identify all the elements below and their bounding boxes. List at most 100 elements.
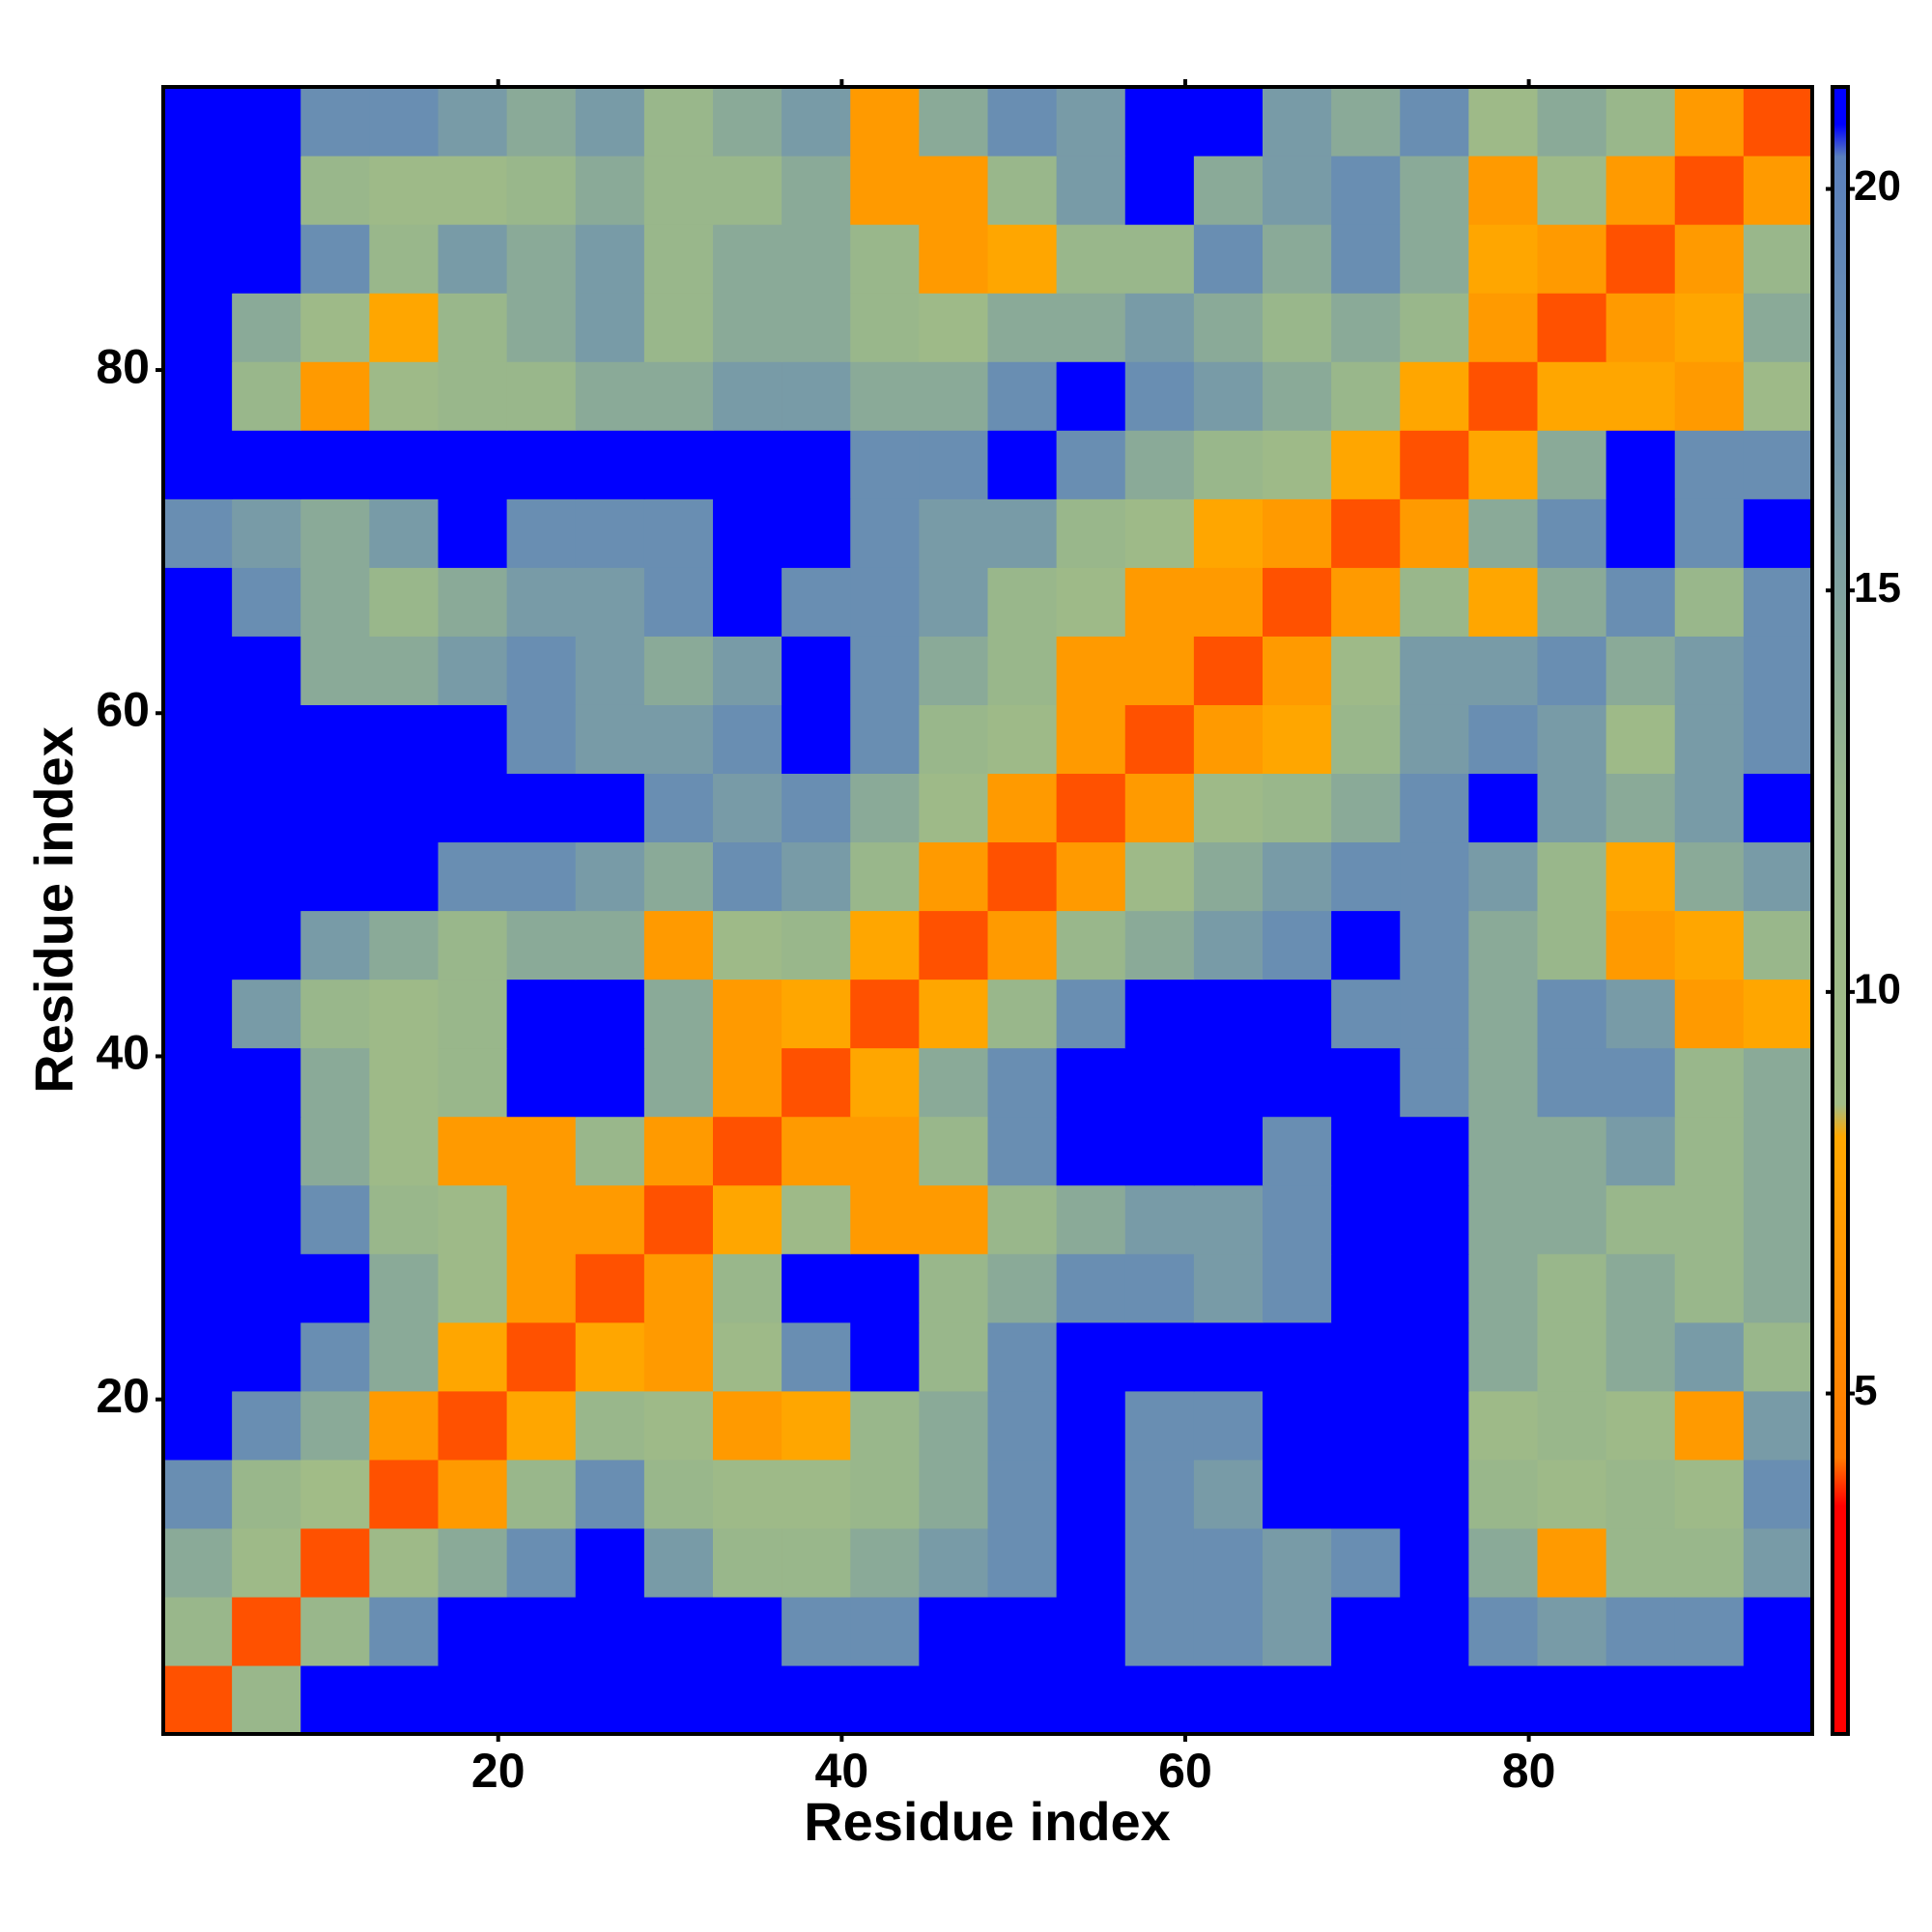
heatmap-cell — [1124, 1116, 1195, 1186]
heatmap-cell — [300, 293, 370, 362]
heatmap-cell — [1743, 1321, 1813, 1392]
heatmap-cell — [713, 1596, 782, 1666]
heatmap-cell — [300, 361, 370, 431]
heatmap-cell — [438, 87, 508, 156]
heatmap-cell — [919, 1390, 989, 1461]
heatmap-cell — [1605, 1527, 1676, 1598]
heatmap-cell — [575, 498, 645, 568]
heatmap-cell — [300, 841, 370, 912]
heatmap-cell — [713, 910, 782, 980]
heatmap-cell — [1743, 773, 1813, 843]
heatmap-cell — [713, 1390, 782, 1461]
heatmap-cell — [987, 293, 1058, 362]
heatmap-cell — [1056, 87, 1126, 156]
heatmap-cell — [163, 1321, 233, 1392]
heatmap-cell — [713, 430, 782, 499]
heatmap-cell — [919, 224, 989, 294]
heatmap-cell — [1537, 841, 1607, 912]
heatmap-cell — [1193, 704, 1264, 775]
heatmap-cell — [438, 1459, 508, 1529]
heatmap-cell — [781, 1184, 851, 1255]
heatmap-cell — [369, 361, 440, 431]
heatmap-cell — [369, 1596, 440, 1666]
heatmap-cell — [1056, 773, 1126, 843]
heatmap-cell — [1124, 1321, 1195, 1392]
heatmap-cell — [575, 361, 645, 431]
heatmap-cell — [369, 1390, 440, 1461]
heatmap-cell — [1674, 910, 1745, 980]
heatmap-cell — [850, 1596, 920, 1666]
heatmap-cell — [781, 1047, 851, 1118]
heatmap-cell — [369, 704, 440, 775]
heatmap-cell — [850, 498, 920, 568]
heatmap-cell — [163, 567, 233, 637]
heatmap-cell — [1124, 1253, 1195, 1323]
heatmap-cell — [643, 910, 714, 980]
heatmap-cell — [850, 979, 920, 1049]
heatmap-cell — [987, 498, 1058, 568]
heatmap-cell — [1124, 636, 1195, 705]
heatmap-cell — [1124, 1596, 1195, 1666]
heatmap-cell — [1263, 293, 1332, 362]
heatmap-cell — [1400, 1459, 1469, 1529]
heatmap-cell — [1674, 224, 1745, 294]
heatmap-cell — [1056, 636, 1126, 705]
y-tick-label: 20 — [96, 1369, 150, 1423]
heatmap-cell — [1193, 293, 1264, 362]
heatmap-cell — [1743, 156, 1813, 225]
heatmap-cell — [1743, 1596, 1813, 1666]
heatmap-cell — [1124, 1664, 1195, 1735]
heatmap-cell — [1743, 1047, 1813, 1118]
heatmap-cell — [713, 841, 782, 912]
heatmap-cell — [1537, 224, 1607, 294]
heatmap-cell — [713, 704, 782, 775]
heatmap-cell — [232, 1459, 301, 1529]
heatmap-cell — [438, 1184, 508, 1255]
axes: 20 40 60 80 20 40 60 80 5 10 15 20 — [96, 79, 1901, 1798]
heatmap-cell — [919, 1596, 989, 1666]
heatmap-cell — [1674, 841, 1745, 912]
heatmap-cell — [575, 636, 645, 705]
heatmap-cell — [1674, 1596, 1745, 1666]
heatmap-cell — [300, 1047, 370, 1118]
heatmap-cell — [300, 430, 370, 499]
heatmap-cell — [1331, 87, 1401, 156]
heatmap-cell — [1331, 979, 1401, 1049]
heatmap-cell — [1537, 430, 1607, 499]
heatmap-cell — [1743, 979, 1813, 1049]
heatmap-cell — [506, 1116, 577, 1186]
heatmap-cell — [1605, 636, 1676, 705]
heatmap-cell — [369, 841, 440, 912]
heatmap-cell — [1331, 1459, 1401, 1529]
colorbar — [1831, 85, 1850, 1736]
heatmap-cell — [300, 636, 370, 705]
heatmap-cell — [1124, 361, 1195, 431]
heatmap-cell — [1193, 1116, 1264, 1186]
heatmap-cell — [1124, 156, 1195, 225]
heatmap-cell — [1605, 841, 1676, 912]
heatmap-cell — [575, 1596, 645, 1666]
heatmap-cell — [643, 567, 714, 637]
heatmap-cell — [1124, 293, 1195, 362]
heatmap-cell — [163, 773, 233, 843]
heatmap-cell — [300, 1459, 370, 1529]
heatmap-cell — [1193, 910, 1264, 980]
heatmap-cell — [369, 1253, 440, 1323]
heatmap-cell — [1605, 1321, 1676, 1392]
heatmap-cell — [1674, 979, 1745, 1049]
heatmap-cell — [1124, 1047, 1195, 1118]
heatmap-cell — [575, 979, 645, 1049]
heatmap-cell — [438, 224, 508, 294]
heatmap-cell — [987, 1116, 1058, 1186]
heatmap-cell — [369, 1116, 440, 1186]
heatmap-cell — [506, 1459, 577, 1529]
heatmap-cell — [1743, 910, 1813, 980]
heatmap-cell — [1605, 704, 1676, 775]
heatmap-cell — [506, 498, 577, 568]
heatmap-cell — [1605, 1459, 1676, 1529]
heatmap-cell — [506, 1390, 577, 1461]
heatmap-cell — [919, 1116, 989, 1186]
heatmap-cell — [987, 636, 1058, 705]
heatmap-cell — [713, 1116, 782, 1186]
heatmap-cell — [850, 910, 920, 980]
